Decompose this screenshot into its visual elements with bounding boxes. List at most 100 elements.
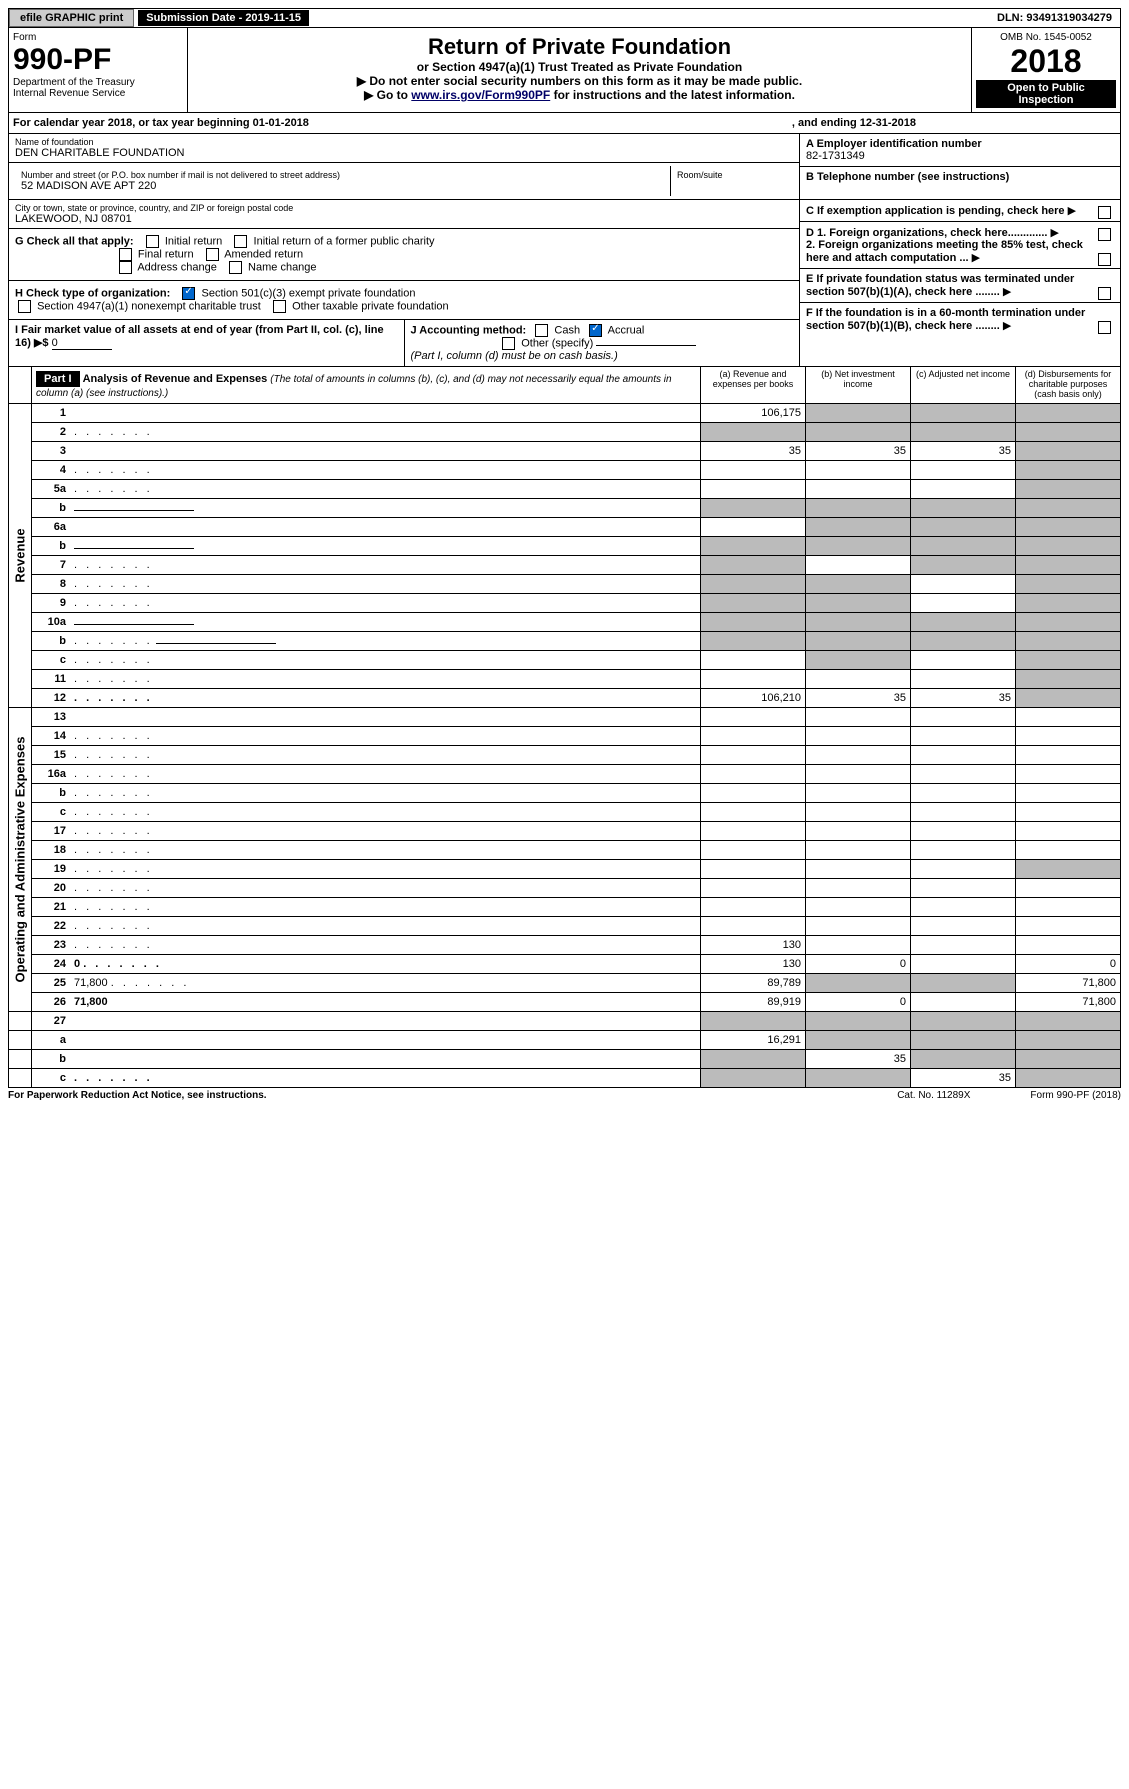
city-label: City or town, state or province, country… bbox=[15, 203, 793, 213]
cat-no: Cat. No. 11289X bbox=[897, 1090, 970, 1101]
check-other-method[interactable] bbox=[502, 337, 515, 350]
other-line bbox=[596, 345, 696, 346]
entity-info: Name of foundation DEN CHARITABLE FOUNDA… bbox=[8, 134, 1121, 367]
c-label: C If exemption application is pending, c… bbox=[806, 205, 1065, 217]
line-b: b35 bbox=[9, 1050, 1120, 1069]
check-accrual[interactable] bbox=[589, 324, 602, 337]
j-label: J Accounting method: bbox=[411, 324, 527, 336]
check-f[interactable] bbox=[1098, 321, 1111, 334]
part1-title: Analysis of Revenue and Expenses bbox=[83, 373, 268, 385]
line-13: 13 bbox=[32, 708, 1120, 727]
line-21: 21 . . . . . . . bbox=[32, 898, 1120, 917]
form-number: 990-PF bbox=[13, 43, 183, 77]
line-7: 7 . . . . . . . bbox=[32, 556, 1120, 575]
open-inspection: Open to Public Inspection bbox=[976, 80, 1116, 108]
line-23: 23 . . . . . . .130 bbox=[32, 936, 1120, 955]
irs-label: Internal Revenue Service bbox=[13, 88, 183, 99]
line-6a: 6a bbox=[32, 518, 1120, 537]
check-d1[interactable] bbox=[1098, 228, 1111, 241]
check-amended[interactable] bbox=[206, 248, 219, 261]
check-501c3[interactable] bbox=[182, 287, 195, 300]
form-ref: Form 990-PF (2018) bbox=[1030, 1090, 1121, 1101]
line-26: 2671,80089,919071,800 bbox=[32, 993, 1120, 1011]
submission-date: Submission Date - 2019-11-15 bbox=[138, 10, 309, 26]
dln: DLN: 93491319034279 bbox=[989, 10, 1120, 26]
line-8: 8 . . . . . . . bbox=[32, 575, 1120, 594]
city: LAKEWOOD, NJ 08701 bbox=[15, 213, 793, 225]
line-3: 3353535 bbox=[32, 442, 1120, 461]
g-checks: G Check all that apply: Initial return I… bbox=[9, 229, 799, 281]
check-4947[interactable] bbox=[18, 300, 31, 313]
line-b: b . . . . . . . bbox=[32, 784, 1120, 803]
line-4: 4 . . . . . . . bbox=[32, 461, 1120, 480]
f-label: F If the foundation is in a 60-month ter… bbox=[806, 307, 1085, 332]
omb: OMB No. 1545-0052 bbox=[976, 32, 1116, 43]
opt5: Name change bbox=[248, 261, 317, 273]
check-cash[interactable] bbox=[535, 324, 548, 337]
check-d2[interactable] bbox=[1098, 253, 1111, 266]
analysis-table: Revenue1106,1752 . . . . . . .33535354 .… bbox=[8, 404, 1121, 1088]
i-j-row: I Fair market value of all assets at end… bbox=[9, 320, 799, 366]
address: 52 MADISON AVE APT 220 bbox=[21, 180, 664, 192]
accrual: Accrual bbox=[608, 324, 645, 336]
col-d-hdr: (d) Disbursements for charitable purpose… bbox=[1015, 367, 1120, 403]
col-c-hdr: (c) Adjusted net income bbox=[910, 367, 1015, 403]
check-initial-former[interactable] bbox=[234, 235, 247, 248]
check-other-taxable[interactable] bbox=[273, 300, 286, 313]
line-b: b bbox=[32, 537, 1120, 556]
part1-header: Part I Analysis of Revenue and Expenses … bbox=[8, 367, 1121, 404]
line-16a: 16a . . . . . . . bbox=[32, 765, 1120, 784]
opt2: Final return bbox=[138, 248, 194, 260]
line-b: b . . . . . . . bbox=[32, 632, 1120, 651]
irs-link[interactable]: www.irs.gov/Form990PF bbox=[411, 88, 550, 102]
a-label: A Employer identification number bbox=[806, 138, 982, 150]
line-27: 27 bbox=[9, 1012, 1120, 1031]
check-c[interactable] bbox=[1098, 206, 1111, 219]
top-bar: efile GRAPHIC print Submission Date - 20… bbox=[8, 8, 1121, 28]
form-title: Return of Private Foundation bbox=[194, 34, 965, 60]
line-12: 12 . . . . . . .106,2103535 bbox=[32, 689, 1120, 707]
line-20: 20 . . . . . . . bbox=[32, 879, 1120, 898]
check-name[interactable] bbox=[229, 261, 242, 274]
line-15: 15 . . . . . . . bbox=[32, 746, 1120, 765]
line-c: c . . . . . . . bbox=[32, 651, 1120, 670]
expenses-side: Operating and Administrative Expenses bbox=[9, 708, 32, 1011]
name-label: Name of foundation bbox=[15, 137, 793, 147]
j-note: (Part I, column (d) must be on cash basi… bbox=[411, 350, 618, 362]
line-17: 17 . . . . . . . bbox=[32, 822, 1120, 841]
line-19: 19 . . . . . . . bbox=[32, 860, 1120, 879]
h3: Other taxable private foundation bbox=[292, 300, 449, 312]
b-label: B Telephone number (see instructions) bbox=[806, 171, 1009, 183]
dept-label: Department of the Treasury bbox=[13, 77, 183, 88]
form-header: Form 990-PF Department of the Treasury I… bbox=[8, 28, 1121, 113]
check-initial[interactable] bbox=[146, 235, 159, 248]
check-e[interactable] bbox=[1098, 287, 1111, 300]
line-1: 1106,175 bbox=[32, 404, 1120, 423]
line-10a: 10a bbox=[32, 613, 1120, 632]
note-ssn: ▶ Do not enter social security numbers o… bbox=[194, 74, 965, 88]
line-11: 11 . . . . . . . bbox=[32, 670, 1120, 689]
efile-button[interactable]: efile GRAPHIC print bbox=[9, 9, 134, 27]
line-9: 9 . . . . . . . bbox=[32, 594, 1120, 613]
line-5a: 5a . . . . . . . bbox=[32, 480, 1120, 499]
part1-label: Part I bbox=[36, 371, 80, 387]
check-address[interactable] bbox=[119, 261, 132, 274]
note-pre: ▶ Go to bbox=[364, 88, 411, 102]
cal-year-begin: For calendar year 2018, or tax year begi… bbox=[13, 117, 309, 129]
opt4: Address change bbox=[137, 261, 217, 273]
room-label: Room/suite bbox=[677, 170, 787, 180]
line-a: a16,291 bbox=[9, 1031, 1120, 1050]
line-22: 22 . . . . . . . bbox=[32, 917, 1120, 936]
d1-label: D 1. Foreign organizations, check here..… bbox=[806, 227, 1047, 239]
ein: 82-1731349 bbox=[806, 150, 865, 162]
line-24: 240 . . . . . . .13000 bbox=[32, 955, 1120, 974]
g-label: G Check all that apply: bbox=[15, 235, 134, 247]
col-a-hdr: (a) Revenue and expenses per books bbox=[700, 367, 805, 403]
check-final[interactable] bbox=[119, 248, 132, 261]
foundation-name: DEN CHARITABLE FOUNDATION bbox=[15, 147, 793, 159]
h-checks: H Check type of organization: Section 50… bbox=[9, 281, 799, 320]
note-post: for instructions and the latest informat… bbox=[550, 88, 795, 102]
note-link: ▶ Go to www.irs.gov/Form990PF for instru… bbox=[194, 88, 965, 102]
opt3: Amended return bbox=[224, 248, 303, 260]
line-25: 2571,800 . . . . . . .89,78971,800 bbox=[32, 974, 1120, 993]
